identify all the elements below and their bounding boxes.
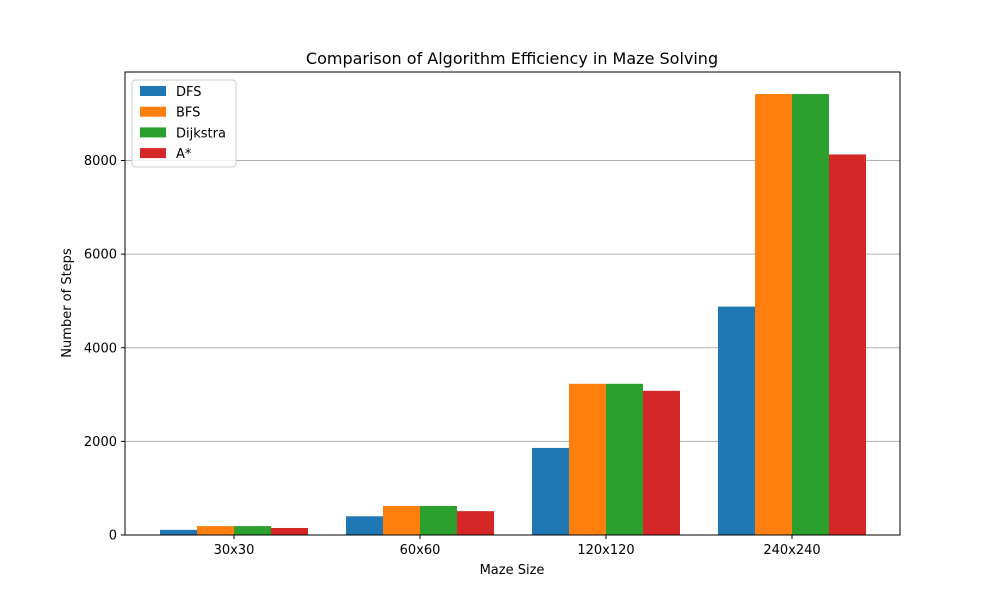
y-tick-label: 2000: [84, 435, 117, 450]
bar-dijkstra-30x30: [234, 526, 271, 535]
legend-swatch: [140, 86, 166, 96]
x-tick-label: 240x240: [763, 543, 820, 558]
bar-dijkstra-60x60: [420, 505, 457, 535]
y-axis-ticks: 0 2000 4000 6000 8000: [84, 154, 125, 544]
bar-dfs-60x60: [346, 516, 383, 535]
bars: [160, 94, 866, 536]
bar-a-60x60: [457, 511, 494, 535]
legend-items: DFS BFS Dijkstra A*: [140, 85, 226, 162]
bar-bfs-30x30: [197, 526, 234, 535]
chart-title: Comparison of Algorithm Efficiency in Ma…: [306, 49, 718, 68]
x-axis-label: Maze Size: [480, 563, 545, 578]
bar-dfs-240x240: [718, 306, 755, 535]
y-tick-label: 6000: [84, 248, 117, 263]
legend-swatch: [140, 148, 166, 159]
legend: DFS BFS Dijkstra A*: [131, 79, 237, 168]
bar-bfs-240x240: [755, 94, 792, 536]
y-axis-label: Number of Steps: [60, 248, 75, 358]
x-tick-label: 120x120: [577, 543, 634, 558]
legend-swatch: [140, 106, 166, 117]
y-tick-label: 8000: [84, 154, 117, 169]
x-axis-ticks: 30x30 60x60 120x120 240x240: [214, 535, 821, 558]
legend-label: BFS: [176, 106, 200, 121]
bar-a-30x30: [271, 527, 308, 535]
plot-frame: [124, 71, 901, 536]
bar-bfs-60x60: [383, 505, 420, 535]
bar-bfs-120x120: [569, 383, 606, 535]
bar-dijkstra-120x120: [606, 383, 643, 535]
legend-label: DFS: [176, 85, 202, 100]
bar-dfs-120x120: [532, 447, 569, 535]
bar-a-120x120: [643, 390, 680, 535]
y-tick-label: 4000: [84, 341, 117, 356]
legend-box: [131, 79, 237, 168]
bar-a-240x240: [829, 154, 866, 536]
x-tick-label: 60x60: [400, 543, 441, 558]
bar-dijkstra-240x240: [792, 94, 829, 536]
y-tick-label: 0: [109, 529, 117, 544]
legend-label: A*: [176, 147, 192, 162]
x-tick-label: 30x30: [214, 543, 255, 558]
legend-label: Dijkstra: [176, 126, 226, 141]
legend-swatch: [140, 127, 166, 138]
bar-dfs-30x30: [160, 529, 197, 535]
